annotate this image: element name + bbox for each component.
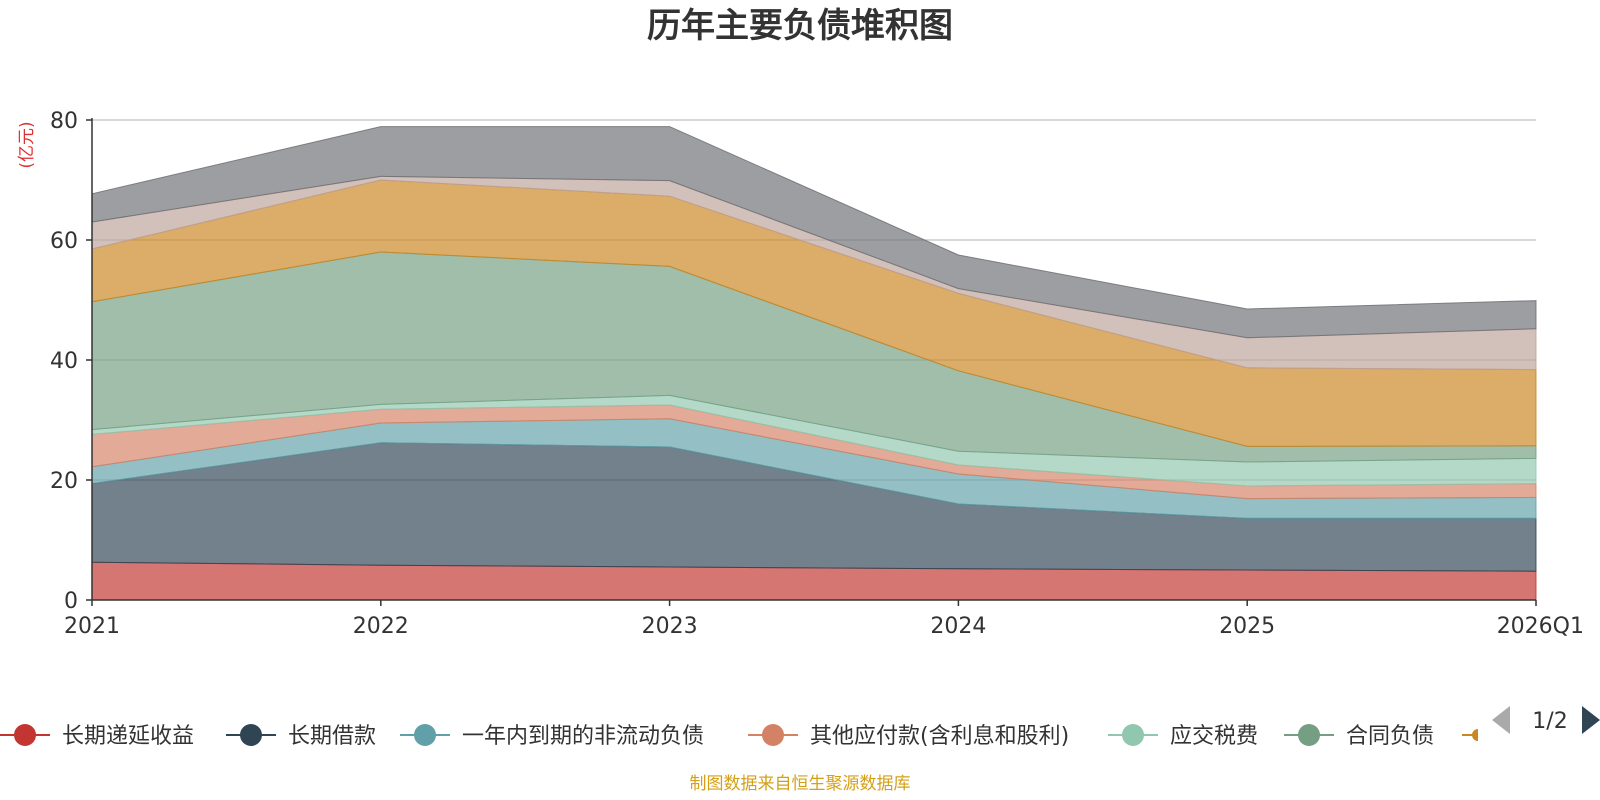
y-tick-label: 60 bbox=[50, 229, 78, 254]
x-tick-label: 2021 bbox=[64, 614, 120, 639]
legend-item-2[interactable]: 长期借款 bbox=[226, 724, 376, 749]
legend-item-6[interactable]: 合同负债 bbox=[1284, 724, 1434, 749]
legend-marker-icon bbox=[240, 724, 262, 746]
y-tick-label: 0 bbox=[64, 589, 78, 614]
legend-item-3[interactable]: 一年内到期的非流动负债 bbox=[400, 724, 704, 749]
x-tick-label: 2024 bbox=[930, 614, 986, 639]
x-tick-label: 2023 bbox=[642, 614, 698, 639]
legend-item-4[interactable]: 其他应付款(含利息和股利) bbox=[748, 724, 1069, 749]
area-series-9[interactable] bbox=[91, 126, 1537, 339]
legend-prev-page-icon[interactable] bbox=[1492, 706, 1510, 734]
y-tick-label: 20 bbox=[50, 469, 78, 494]
area-series bbox=[91, 126, 1537, 601]
x-tick-label: 2022 bbox=[353, 614, 409, 639]
legend-label: 其他应付款(含利息和股利) bbox=[810, 724, 1069, 749]
legend-item-1[interactable]: 长期递延收益 bbox=[0, 724, 194, 749]
chart-title: 历年主要负债堆积图 bbox=[647, 6, 953, 46]
y-axis-unit-label: (亿元) bbox=[17, 121, 37, 168]
legend-item-7[interactable] bbox=[1462, 723, 1490, 747]
legend-label: 合同负债 bbox=[1346, 724, 1434, 749]
legend-clip-mask bbox=[1478, 723, 1490, 747]
legend-label: 长期借款 bbox=[288, 724, 376, 749]
x-tick-label: 2025 bbox=[1219, 614, 1275, 639]
x-tick-label: 2026Q1 bbox=[1497, 614, 1584, 639]
legend-marker-icon bbox=[762, 724, 784, 746]
data-source-note: 制图数据来自恒生聚源数据库 bbox=[690, 774, 911, 794]
legend-page-indicator: 1/2 bbox=[1532, 709, 1567, 734]
legend-pager[interactable]: 1/2 bbox=[1492, 706, 1600, 734]
y-tick-label: 40 bbox=[50, 349, 78, 374]
legend-marker-icon bbox=[14, 724, 36, 746]
legend-marker-icon bbox=[1122, 724, 1144, 746]
legend-item-5[interactable]: 应交税费 bbox=[1108, 724, 1258, 749]
legend-label: 一年内到期的非流动负债 bbox=[462, 724, 704, 749]
legend-label: 应交税费 bbox=[1170, 724, 1258, 749]
legend-label: 长期递延收益 bbox=[62, 724, 194, 749]
axes: 0 20 40 60 80 2021 2022 2023 2024 2025 2026Q1 bbox=[50, 109, 1584, 639]
y-tick-label: 80 bbox=[50, 109, 78, 134]
legend-marker-icon bbox=[414, 724, 436, 746]
legend-next-page-icon[interactable] bbox=[1582, 706, 1600, 734]
legend[interactable]: 长期递延收益 长期借款 一年内到期的非流动负债 其他应付款(含利息和股利) 应交税费 合同… bbox=[0, 723, 1490, 749]
legend-marker-icon bbox=[1298, 724, 1320, 746]
